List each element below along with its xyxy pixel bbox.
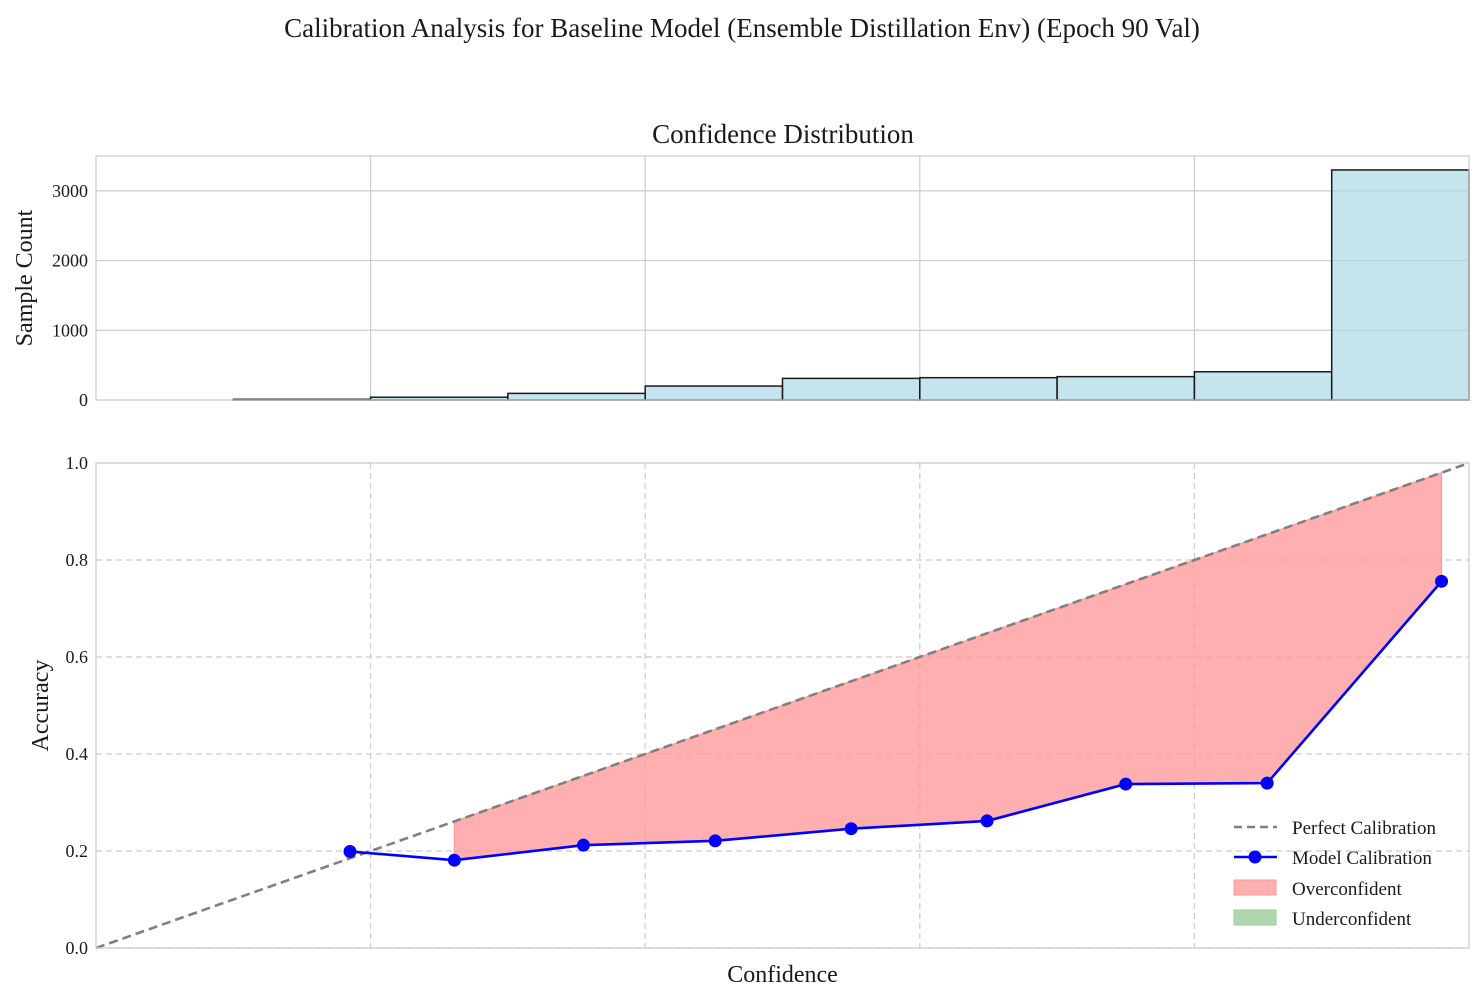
legend-marker-icon [1248, 850, 1262, 864]
model-calibration-point [447, 853, 461, 867]
hist-y-tick-label: 0 [79, 390, 88, 410]
cal-y-tick-label: 0.6 [66, 647, 89, 667]
hist-bar [1330, 169, 1470, 401]
hist-y-axis-label: Sample Count [12, 209, 38, 346]
legend-label-overconfident: Overconfident [1292, 879, 1402, 900]
perfect-calibration-series [95, 461, 1470, 950]
model-calibration-point [1435, 574, 1449, 588]
hist-title: Confidence Distribution [652, 119, 914, 149]
cal-y-tick-label: 0.8 [66, 550, 89, 570]
model-calibration-point [980, 814, 994, 828]
legend-label-perfect: Perfect Calibration [1292, 818, 1437, 839]
hist-grid [96, 156, 1469, 401]
calibration-gap-fill [453, 471, 1443, 861]
cal-x-axis-label: Confidence [727, 962, 838, 988]
cal-axes-frame [95, 462, 1470, 949]
hist-bar [1056, 375, 1196, 401]
model-calibration-point [844, 822, 858, 836]
hist-bars [232, 169, 1470, 401]
hist-bar [1193, 371, 1333, 401]
cal-y-tick-label: 0.0 [66, 938, 89, 958]
reliability-diagram-panel: 0.0 0.2 0.4 0.6 0.8 1.0 Accuracy Confidence P… [28, 453, 1470, 988]
figure-suptitle: Calibration Analysis for Baseline Model … [284, 13, 1200, 43]
hist-bar [919, 376, 1058, 401]
legend: Perfect Calibration Model Calibration Ov… [1233, 818, 1437, 930]
cal-y-tick-label: 0.4 [66, 744, 89, 764]
model-calibration-point [1119, 777, 1133, 791]
model-calibration-point [1260, 776, 1274, 790]
hist-bar [781, 377, 921, 401]
legend-overconfident-swatch-icon [1233, 879, 1277, 896]
legend-model-calibration: Model Calibration [1234, 848, 1432, 869]
cal-y-tick-labels: 0.0 0.2 0.4 0.6 0.8 1.0 [66, 453, 89, 958]
hist-y-tick-labels: 0 1000 2000 3000 [52, 181, 88, 410]
hist-axes-frame [95, 155, 1470, 401]
cal-y-axis-label: Accuracy [28, 660, 54, 752]
hist-bar [507, 392, 646, 401]
legend-underconfident: Underconfident [1233, 909, 1412, 930]
hist-y-tick-label: 3000 [52, 181, 88, 201]
model-calibration-point [576, 838, 590, 852]
model-calibration-point [708, 834, 722, 848]
legend-label-model: Model Calibration [1292, 848, 1432, 869]
legend-label-underconfident: Underconfident [1292, 909, 1412, 930]
legend-perfect-calibration: Perfect Calibration [1234, 818, 1437, 839]
cal-y-tick-label: 0.2 [66, 841, 89, 861]
confidence-distribution-panel: Confidence Distribution 0 1000 2000 3000 Sa… [12, 119, 1470, 410]
perfect-calibration-line [95, 461, 1470, 950]
model-calibration-series [343, 574, 1449, 867]
overconfident-region [453, 471, 1443, 861]
cal-y-tick-label: 1.0 [66, 453, 89, 473]
hist-bar [644, 385, 784, 401]
hist-y-tick-label: 2000 [52, 251, 88, 271]
legend-underconfident-swatch-icon [1233, 909, 1277, 926]
legend-overconfident: Overconfident [1233, 879, 1402, 900]
model-calibration-point [343, 844, 357, 858]
hist-y-tick-label: 1000 [52, 320, 88, 340]
